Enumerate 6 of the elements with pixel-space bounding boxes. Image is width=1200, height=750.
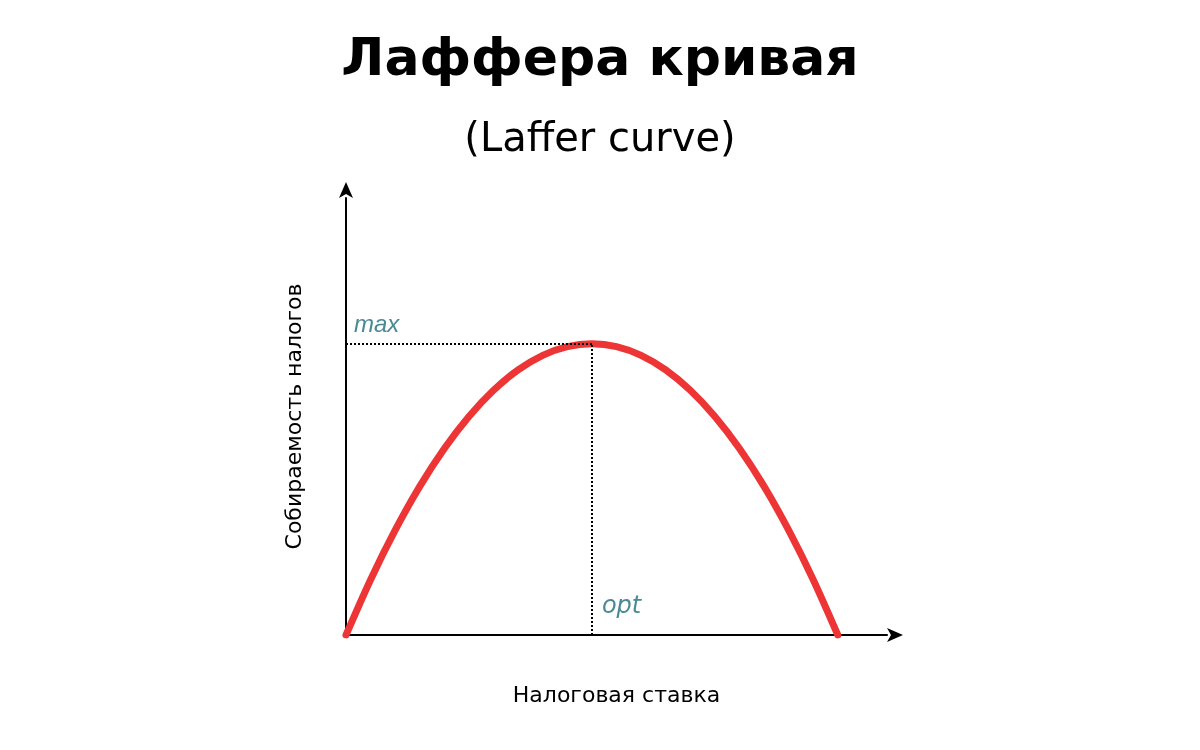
chart-subtitle: (Laffer curve) — [464, 114, 736, 160]
x-axis-title: Налоговая ставка — [512, 681, 721, 707]
annotation: opt — [601, 591, 643, 619]
y-axis-title: Собираемость налогов — [280, 283, 306, 550]
ref-line-label: max — [354, 310, 401, 338]
chart-title: Лаффера кривая — [341, 27, 859, 87]
